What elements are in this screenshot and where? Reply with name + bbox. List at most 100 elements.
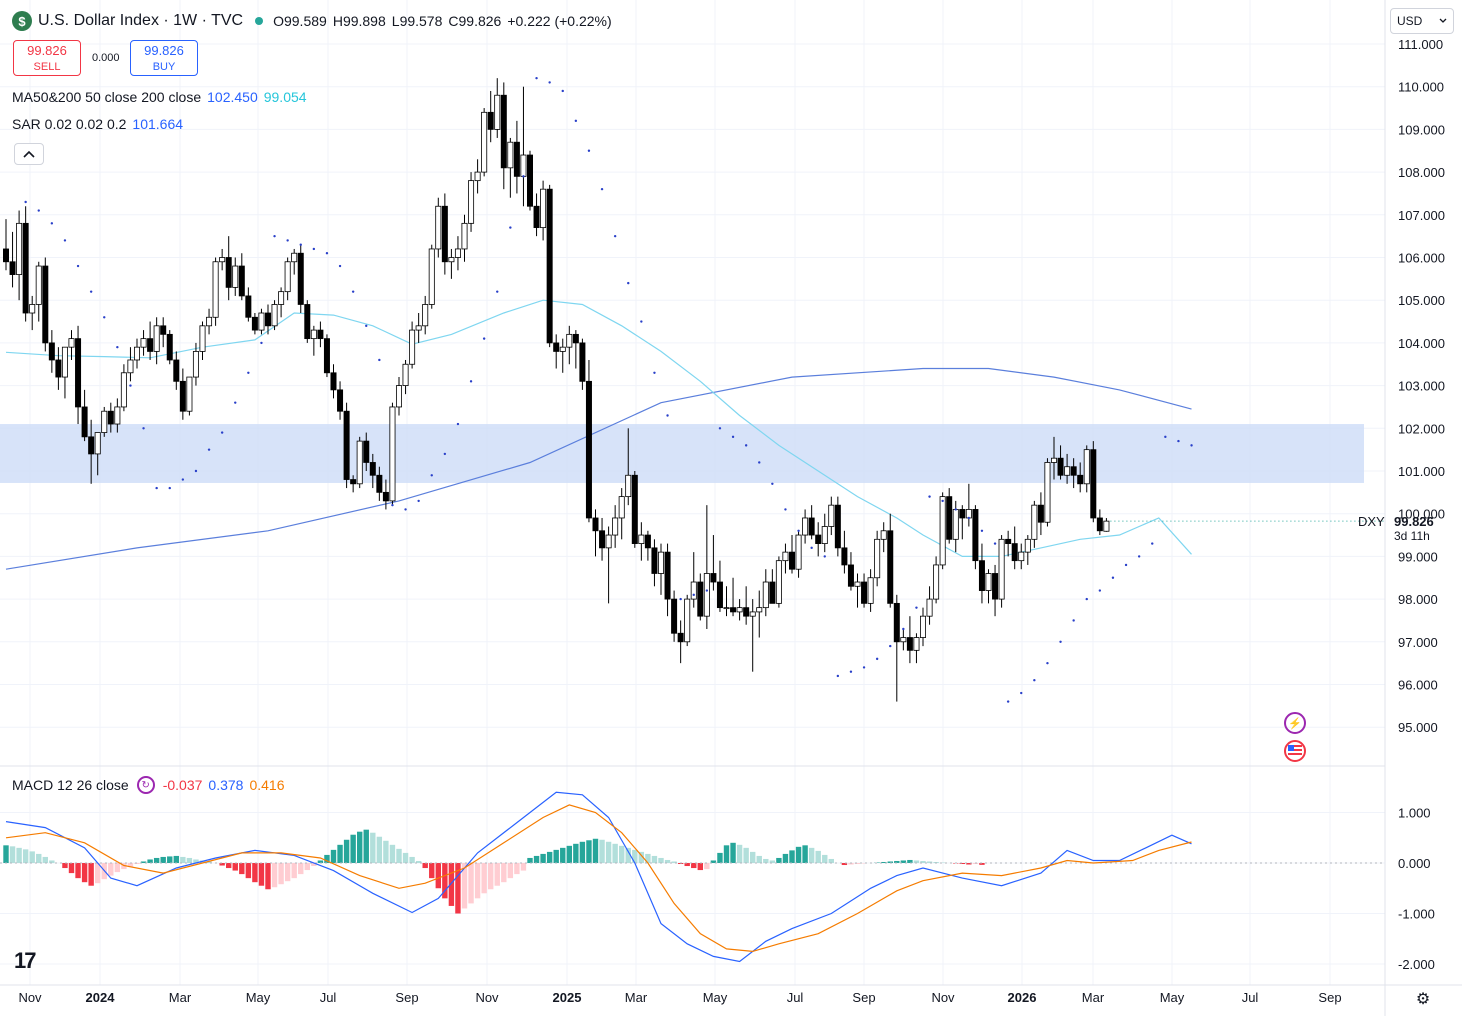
- sar-dot: [1177, 439, 1180, 443]
- sar-dot: [522, 175, 525, 178]
- currency-select[interactable]: USD: [1390, 8, 1454, 34]
- macd-histogram-bar: [376, 836, 383, 863]
- sar-dot: [482, 337, 486, 340]
- candle-body: [710, 573, 717, 583]
- candle-body: [278, 291, 285, 305]
- macd-histogram-bar: [907, 859, 913, 863]
- candle-body: [703, 573, 710, 617]
- macd-histogram-bar: [42, 856, 48, 863]
- sar-dot: [823, 555, 826, 558]
- us-flag-icon[interactable]: [1284, 740, 1306, 762]
- gear-icon[interactable]: ⚙: [1415, 991, 1431, 1008]
- macd-histogram-bar: [553, 849, 559, 863]
- macd-histogram-bar: [881, 861, 887, 863]
- sell-button[interactable]: 99.826 SELL: [13, 40, 81, 76]
- candle-body: [409, 329, 416, 365]
- macd-histogram-bar: [330, 849, 337, 863]
- sar-dot: [469, 380, 473, 383]
- candle-body: [1064, 466, 1071, 476]
- sar-dot: [771, 482, 774, 486]
- candle-body: [644, 534, 651, 549]
- macd-line-value: 0.378: [208, 777, 244, 793]
- sar-dot: [417, 499, 420, 503]
- time-tick-label: Mar: [1082, 990, 1105, 1005]
- macd-histogram-bar: [501, 863, 507, 883]
- sar-legend[interactable]: SAR 0.02 0.02 0.2 101.664: [12, 116, 189, 132]
- macd-histogram-bar: [677, 863, 684, 865]
- sar-dot: [784, 508, 787, 511]
- candle-body: [697, 581, 704, 617]
- macd-legend[interactable]: MACD 12 26 close ↻ -0.037 0.378 0.416: [12, 776, 291, 794]
- symbol-title[interactable]: U.S. Dollar Index · 1W · TVC: [38, 12, 244, 29]
- candle-body: [245, 295, 252, 318]
- sar-dot: [378, 358, 381, 362]
- candle-body: [166, 333, 173, 361]
- candle-body: [330, 372, 337, 391]
- sar-dot: [692, 593, 695, 597]
- support-resistance-zone: [0, 424, 1364, 483]
- candle-body: [854, 581, 861, 587]
- dollar-icon: $: [12, 11, 32, 31]
- macd-signal-value: 0.416: [249, 777, 285, 793]
- candle-body: [828, 504, 835, 527]
- sar-dot: [365, 324, 368, 328]
- tradingview-logo-icon[interactable]: 17: [14, 948, 37, 973]
- candle-body: [120, 372, 127, 408]
- candle-body: [350, 479, 357, 485]
- candle-body: [933, 564, 940, 600]
- candle-body: [212, 261, 219, 318]
- macd-histogram-bar: [396, 848, 402, 863]
- candle-body: [16, 222, 23, 275]
- macd-histogram-bar: [160, 856, 166, 863]
- time-tick-label: 2024: [86, 990, 116, 1005]
- candle-body: [68, 338, 75, 348]
- macd-histogram-bar: [265, 863, 271, 890]
- macd-histogram-bar: [68, 863, 75, 874]
- candle-body: [206, 316, 213, 327]
- lightning-icon[interactable]: ⚡: [1284, 712, 1306, 734]
- candle-body: [422, 304, 429, 327]
- macd-histogram-bar: [926, 861, 933, 863]
- candle-body: [363, 440, 370, 463]
- macd-settings-icon[interactable]: ↻: [136, 776, 155, 794]
- macd-histogram-bar: [723, 845, 730, 863]
- ma-legend[interactable]: MA50&200 50 close 200 close 102.450 99.054: [12, 89, 313, 105]
- bar-countdown: 3d 11h: [1394, 529, 1430, 543]
- macd-histogram-bar: [638, 851, 645, 863]
- symbol-header: $ U.S. Dollar Index · 1W · TVC O99.589 H9…: [12, 8, 618, 34]
- candle-body: [553, 342, 560, 352]
- macd-histogram-bar: [815, 850, 821, 863]
- candle-body: [114, 406, 121, 425]
- sar-dot: [312, 247, 316, 251]
- candle-body: [651, 547, 658, 574]
- macd-histogram-bar: [959, 863, 965, 865]
- collapse-legend-button[interactable]: [14, 143, 44, 165]
- macd-histogram-bar: [808, 847, 815, 863]
- candle-body: [861, 581, 868, 604]
- price-tick-label: 106.000: [1398, 251, 1445, 266]
- time-tick-label: Mar: [169, 990, 192, 1005]
- candle-body: [599, 530, 606, 549]
- candle-body: [998, 538, 1005, 600]
- candle-body: [494, 94, 501, 130]
- macd-histogram-bar: [651, 855, 658, 863]
- macd-histogram-bar: [828, 858, 834, 863]
- candle-body: [369, 462, 376, 476]
- price-tick-label: 108.000: [1398, 165, 1445, 180]
- time-tick-label: May: [1160, 990, 1185, 1005]
- candle-body: [880, 530, 887, 540]
- macd-histogram-bar: [664, 859, 671, 863]
- macd-histogram-bar: [284, 863, 291, 882]
- sar-dot: [941, 499, 944, 503]
- candle-body: [900, 637, 907, 643]
- price-tick-label: 97.000: [1398, 635, 1438, 650]
- sar-dot: [993, 542, 997, 545]
- buy-button[interactable]: 99.826 BUY: [130, 40, 198, 76]
- sar-dot: [325, 252, 329, 255]
- candle-body: [1103, 520, 1110, 532]
- sar-dot: [980, 529, 984, 532]
- sar-dot: [37, 209, 40, 212]
- macd-histogram-bar: [894, 860, 900, 863]
- macd-histogram-bar: [691, 863, 697, 869]
